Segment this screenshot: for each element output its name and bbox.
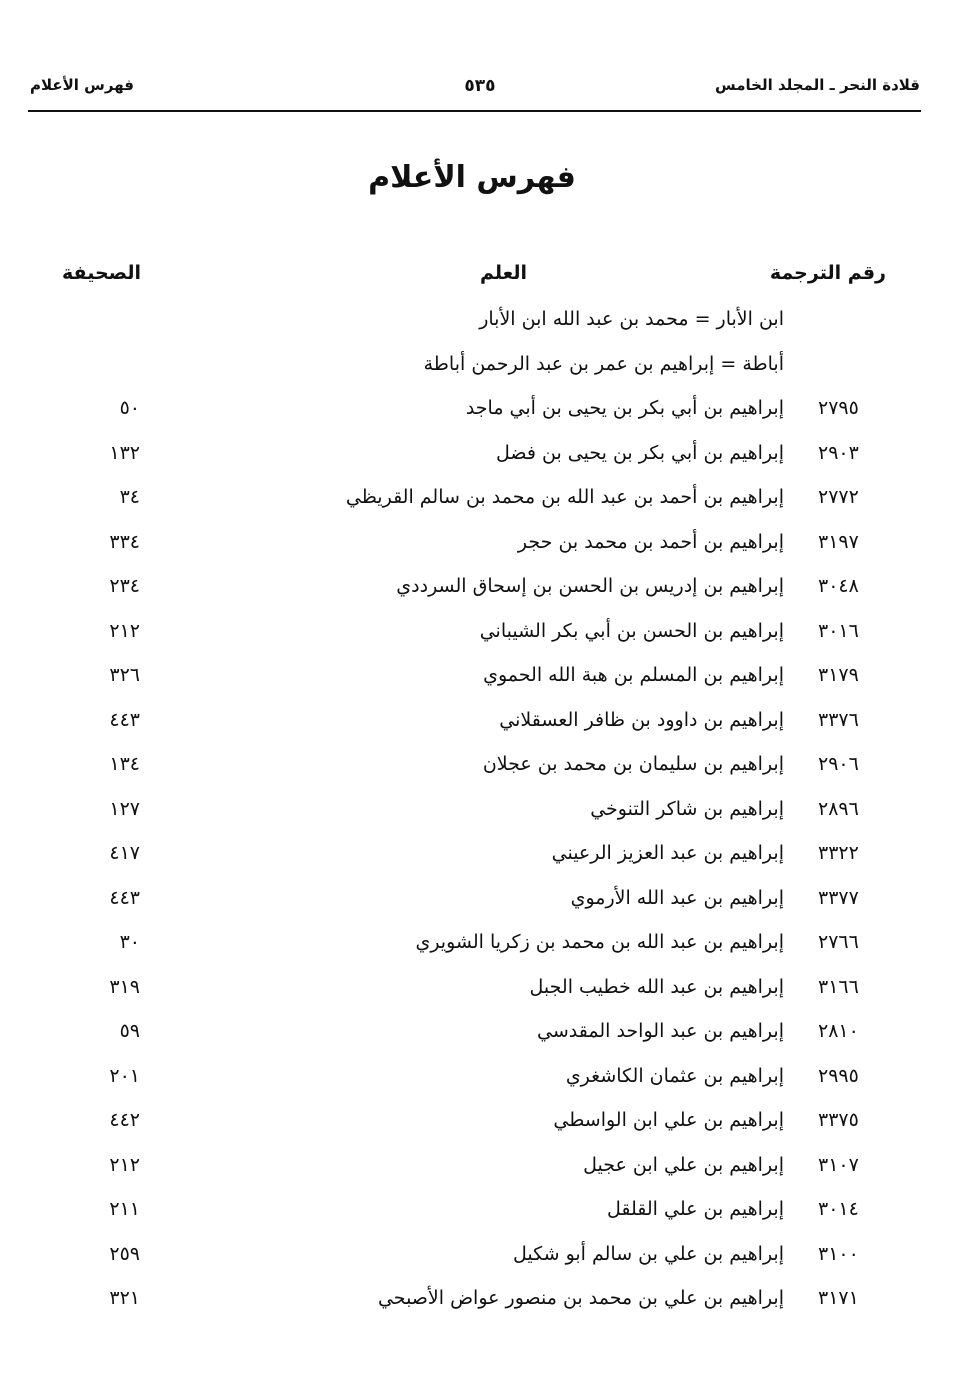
entry-number: ٢٨١٠ <box>818 1020 859 1042</box>
index-entry: ٣٣٢٢ إبراهيم بن عبد العزيز الرعيني ٤١٧ <box>0 842 956 882</box>
entry-name: إبراهيم بن إدريس بن الحسن بن إسحاق السرد… <box>396 575 784 597</box>
entry-number: ٣١٩٧ <box>818 530 859 553</box>
entry-name: إبراهيم بن علي ابن عجيل <box>583 1153 784 1176</box>
index-entry: ٢٨٩٦ إبراهيم بن شاكر التنوخي ١٢٧ <box>0 798 956 838</box>
entry-page: ١٣٢ <box>109 441 140 464</box>
entry-page: ٤٤٢ <box>109 1109 140 1131</box>
entry-number: ٣٣٧٦ <box>818 708 859 731</box>
index-entry: ٣٣٧٥ إبراهيم بن علي ابن الواسطي ٤٤٢ <box>0 1109 956 1149</box>
entry-name: ابن الأبار = محمد بن عبد الله ابن الأبار <box>479 308 784 330</box>
entry-name: إبراهيم بن عثمان الكاشغري <box>565 1064 784 1087</box>
page-title-wrap: فهرس الأعلام <box>0 160 956 195</box>
entry-number: ٣١٧٩ <box>818 664 859 686</box>
entry-number: ٣١٧١ <box>818 1287 859 1309</box>
entry-number: ٢٧٦٦ <box>818 931 859 953</box>
entry-page: ٤١٧ <box>109 842 140 864</box>
entry-page: ٣٣٤ <box>109 530 140 553</box>
entry-name: إبراهيم بن عبد العزيز الرعيني <box>551 842 784 864</box>
index-entry: ٢٧٩٥ إبراهيم بن أبي بكر بن يحيى بن أبي ما… <box>0 397 956 437</box>
entry-name: إبراهيم بن علي القلقل <box>606 1198 784 1220</box>
entry-page: ١٣٤ <box>109 753 140 775</box>
page-number: ٥٣٥ <box>464 76 496 96</box>
index-entry: ٢٩٠٦ إبراهيم بن سليمان بن محمد بن عجلان ١٣… <box>0 753 956 793</box>
index-entry: ٢٧٧٢ إبراهيم بن أحمد بن عبد الله بن محمد … <box>0 486 956 526</box>
index-entry: ٣١٩٧ إبراهيم بن أحمد بن محمد بن حجر ٣٣٤ <box>0 531 956 571</box>
entry-number: ٣٣٧٧ <box>818 886 859 909</box>
entry-name: إبراهيم بن أبي بكر بن يحيى بن أبي ماجد <box>465 397 784 419</box>
running-header-book-title: قلادة النحر ـ المجلد الخامس <box>715 76 920 94</box>
index-entry: ابن الأبار = محمد بن عبد الله ابن الأبار <box>0 308 956 348</box>
entry-page: ٣٤ <box>119 486 140 508</box>
index-entry: ٣١٦٦ إبراهيم بن عبد الله خطيب الجبل ٣١٩ <box>0 976 956 1016</box>
entry-number: ٣١٠٧ <box>818 1153 859 1176</box>
entry-name: إبراهيم بن داوود بن ظافر العسقلاني <box>499 708 784 731</box>
entry-page: ٢٥٩ <box>109 1242 140 1265</box>
page-title: فهرس الأعلام <box>368 160 576 195</box>
entry-number: ٣٣٢٢ <box>818 842 859 864</box>
entry-number: ٢٩٩٥ <box>818 1064 859 1087</box>
entry-number: ٣٣٧٥ <box>818 1109 859 1131</box>
entry-name: إبراهيم بن علي ابن الواسطي <box>553 1109 784 1131</box>
entry-number: ٣١٠٠ <box>818 1242 859 1265</box>
index-entry: ٢٩٠٣ إبراهيم بن أبي بكر بن يحيى بن فضل ١٣٢ <box>0 442 956 482</box>
entry-number: ٢٩٠٣ <box>818 441 859 464</box>
index-entry: ٣٠١٤ إبراهيم بن علي القلقل ٢١١ <box>0 1198 956 1238</box>
entry-page: ٣١٩ <box>109 975 140 998</box>
index-entry: ٣١٠٧ إبراهيم بن علي ابن عجيل ٢١٢ <box>0 1154 956 1194</box>
entry-number: ٢٨٩٦ <box>818 797 859 820</box>
index-entry: ٣١٠٠ إبراهيم بن علي بن سالم أبو شكيل ٢٥٩ <box>0 1243 956 1283</box>
entry-name: إبراهيم بن عبد الواحد المقدسي <box>537 1020 784 1042</box>
index-entry: ٢٩٩٥ إبراهيم بن عثمان الكاشغري ٢٠١ <box>0 1065 956 1105</box>
running-header-section: فهرس الأعلام <box>30 76 134 94</box>
column-header-page: الصحيفة <box>62 262 142 284</box>
entry-name: إبراهيم بن سليمان بن محمد بن عجلان <box>482 753 784 775</box>
entry-name: إبراهيم بن الحسن بن أبي بكر الشيباني <box>479 619 784 642</box>
entry-name: إبراهيم بن أبي بكر بن يحيى بن فضل <box>496 441 784 464</box>
entry-page: ٢٣٤ <box>109 575 140 597</box>
column-header-name: العلم <box>480 262 528 284</box>
entry-number: ٣٠٤٨ <box>818 575 859 597</box>
entry-page: ٢٠١ <box>109 1064 140 1087</box>
column-header-entry-number: رقم الترجمة <box>769 262 886 284</box>
entry-number: ٢٩٠٦ <box>818 753 859 775</box>
entry-page: ٥٩ <box>119 1020 140 1042</box>
entry-page: ٥٠ <box>119 397 140 419</box>
entry-page: ٢١٢ <box>109 1153 140 1176</box>
index-entry: ٣١٧٩ إبراهيم بن المسلم بن هبة الله الحموي… <box>0 664 956 704</box>
entry-name: أباطة = إبراهيم بن عمر بن عبد الرحمن أبا… <box>423 352 784 375</box>
entry-name: إبراهيم بن شاكر التنوخي <box>590 797 784 820</box>
entry-number: ٢٧٩٥ <box>818 397 859 419</box>
index-entry: ٣٣٧٧ إبراهيم بن عبد الله الأرموي ٤٤٣ <box>0 887 956 927</box>
entry-number: ٣٠١٤ <box>818 1198 859 1220</box>
entry-page: ٣٠ <box>119 931 140 953</box>
entry-number: ٣٠١٦ <box>818 619 859 642</box>
header-rule <box>28 110 921 112</box>
entry-name: إبراهيم بن أحمد بن عبد الله بن محمد بن س… <box>345 486 784 508</box>
entry-page: ٣٢٦ <box>109 664 140 686</box>
entry-page: ٤٤٣ <box>109 708 140 731</box>
entry-number: ٢٧٧٢ <box>818 486 859 508</box>
index-entry: ٣٣٧٦ إبراهيم بن داوود بن ظافر العسقلاني ٤٤… <box>0 709 956 749</box>
entry-number: ٣١٦٦ <box>818 975 859 998</box>
entry-name: إبراهيم بن عبد الله الأرموي <box>570 886 784 909</box>
index-entry: أباطة = إبراهيم بن عمر بن عبد الرحمن أبا… <box>0 353 956 393</box>
entry-name: إبراهيم بن أحمد بن محمد بن حجر <box>517 530 784 553</box>
index-entry: ٣١٧١ إبراهيم بن علي بن محمد بن منصور عواض… <box>0 1287 956 1327</box>
entry-page: ٢١١ <box>109 1198 140 1220</box>
entry-page: ٤٤٣ <box>109 886 140 909</box>
entry-page: ٣٢١ <box>109 1287 140 1309</box>
entry-name: إبراهيم بن علي بن سالم أبو شكيل <box>513 1242 784 1265</box>
index-entry: ٢٨١٠ إبراهيم بن عبد الواحد المقدسي ٥٩ <box>0 1020 956 1060</box>
index-entry: ٢٧٦٦ إبراهيم بن عبد الله بن محمد بن زكريا… <box>0 931 956 971</box>
entry-page: ١٢٧ <box>109 797 140 820</box>
index-entry: ٣٠١٦ إبراهيم بن الحسن بن أبي بكر الشيباني… <box>0 620 956 660</box>
entry-page: ٢١٢ <box>109 619 140 642</box>
entry-name: إبراهيم بن المسلم بن هبة الله الحموي <box>483 664 784 686</box>
index-entry: ٣٠٤٨ إبراهيم بن إدريس بن الحسن بن إسحاق ا… <box>0 575 956 615</box>
entry-name: إبراهيم بن عبد الله خطيب الجبل <box>529 975 784 998</box>
entry-name: إبراهيم بن علي بن محمد بن منصور عواض الأ… <box>377 1287 784 1309</box>
entry-name: إبراهيم بن عبد الله بن محمد بن زكريا الش… <box>415 931 784 953</box>
